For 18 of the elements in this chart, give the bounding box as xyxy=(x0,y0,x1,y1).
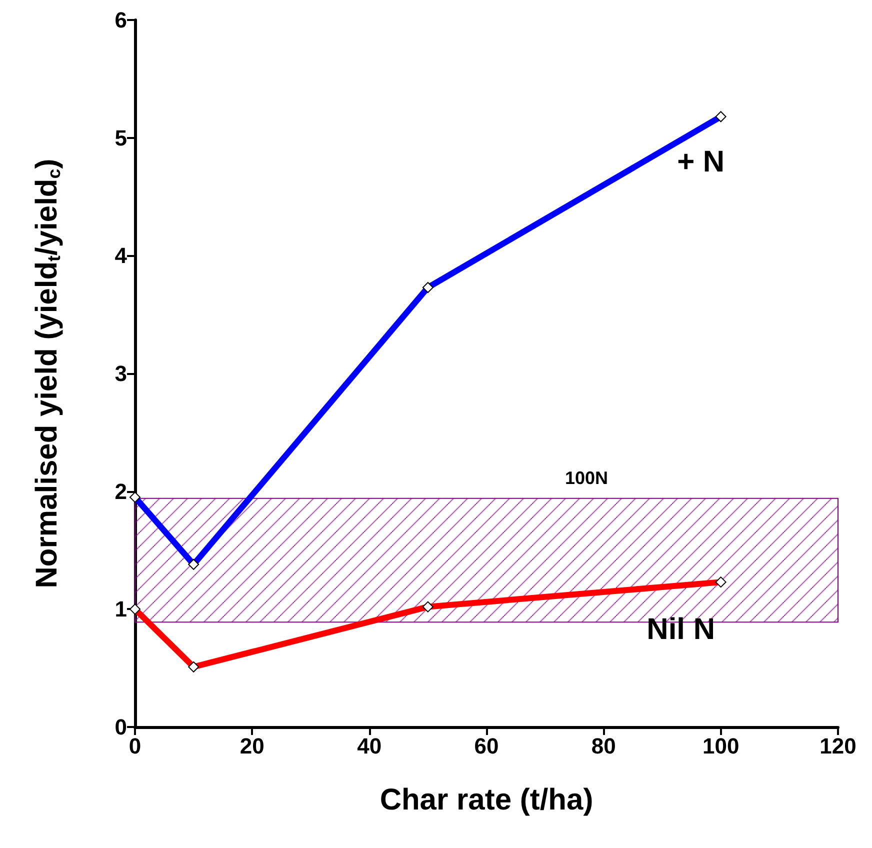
x-tick-label: 20 xyxy=(240,734,264,758)
y-tick-label: 1 xyxy=(114,596,127,622)
x-tick-label: 100 xyxy=(702,734,740,758)
x-tick-label: 40 xyxy=(357,734,382,758)
x-axis-title: Char rate (t/ha) xyxy=(380,784,594,816)
y-tick-label: 3 xyxy=(114,361,127,386)
y-tick-label: 5 xyxy=(114,125,127,150)
y-tick-label: 6 xyxy=(114,8,127,32)
band-label: 100N xyxy=(564,468,608,488)
series-label: + N xyxy=(677,146,725,179)
y-tick-label: 2 xyxy=(114,478,127,504)
y-tick-label: 4 xyxy=(114,243,128,268)
x-tick-label: 80 xyxy=(591,734,616,758)
y-tick-label: 0 xyxy=(114,714,127,740)
x-tick-label: 120 xyxy=(820,734,856,758)
series-label: Nil N xyxy=(646,613,716,646)
x-tick-label: 60 xyxy=(474,734,499,758)
y-axis-title: Normalised yield (yieldt/yieldc) xyxy=(30,158,64,588)
